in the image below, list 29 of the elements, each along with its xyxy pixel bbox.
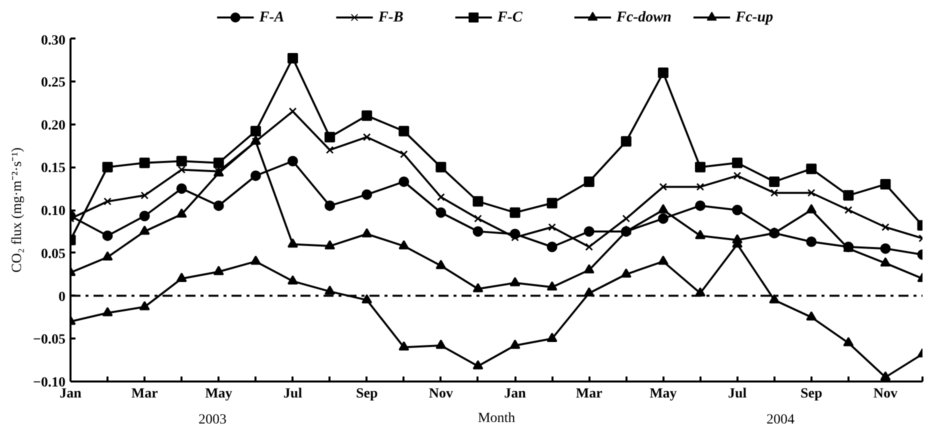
x-tick-label: Jul xyxy=(728,386,747,402)
legend-label: Fc-up xyxy=(734,10,774,26)
y-tick-label: 0.25 xyxy=(41,75,66,90)
y-tick-label: −0.05 xyxy=(33,332,66,348)
y-tick-label: 0 xyxy=(58,290,66,305)
y-tick-label: 0.05 xyxy=(41,246,66,262)
x-tick-label: Nov xyxy=(428,386,454,402)
y-axis-title: CO₂ flux (mg·m⁻²·s⁻¹) xyxy=(10,147,26,273)
text: 2004 xyxy=(766,412,794,428)
y-tick-label: 0.15 xyxy=(41,161,66,176)
y-tick-label: 0.10 xyxy=(41,204,66,219)
text: Month xyxy=(478,411,516,426)
x-tick-label: Jan xyxy=(60,386,82,402)
x-tick-label: Sep xyxy=(800,386,822,402)
x-tick-label: Jul xyxy=(283,386,302,402)
x-tick-label: Nov xyxy=(873,386,898,402)
x-tick-label: Jan xyxy=(504,386,526,402)
x-tick-label: Mar xyxy=(576,386,602,402)
x-tick-label: Mar xyxy=(131,386,158,402)
legend-label: F-A xyxy=(258,10,284,26)
legend-label: F-B xyxy=(377,10,404,26)
text: 2003 xyxy=(198,412,226,428)
legend-label: Fc-down xyxy=(616,10,672,26)
x-tick-label: May xyxy=(205,386,232,402)
legend-label: F-C xyxy=(496,10,524,26)
x-tick-label: Sep xyxy=(356,386,378,402)
y-tick-label: 0.20 xyxy=(41,118,66,134)
x-tick-label: May xyxy=(650,386,677,402)
y-tick-label: 0.30 xyxy=(41,34,66,48)
